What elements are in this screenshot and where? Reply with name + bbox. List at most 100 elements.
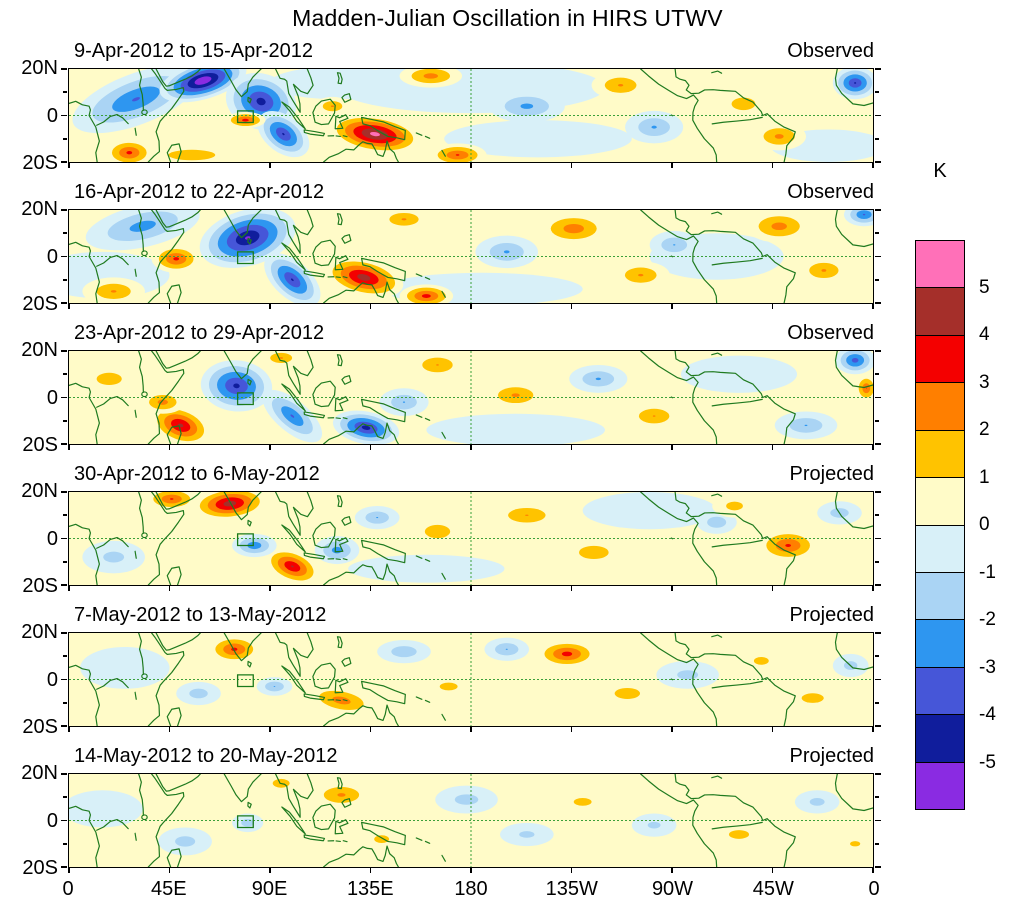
y-minor-tick-mark (63, 514, 68, 517)
y-tick-mark (61, 866, 68, 868)
map-plot (69, 69, 873, 162)
colorbar-tick-label: 4 (979, 324, 990, 345)
x-tick-label: 0 (868, 878, 880, 900)
anomaly-contour (357, 274, 371, 281)
y-tick-label: 0 (46, 386, 58, 409)
y-minor-tick-mark (874, 701, 879, 704)
x-tick-mark (872, 726, 874, 732)
anomaly-contour (865, 387, 867, 389)
anomaly-contour (256, 97, 266, 106)
anomaly-contour (505, 648, 508, 650)
y-tick-mark (61, 632, 68, 634)
y-minor-tick-mark (874, 796, 879, 799)
x-tick-mark (68, 867, 70, 873)
anomaly-contour (801, 693, 824, 703)
y-minor-tick-mark (63, 91, 68, 94)
colorbar-segment (916, 667, 964, 716)
y-minor-tick-mark (63, 701, 68, 704)
y-minor-tick-mark (874, 278, 879, 281)
anomaly-contour (282, 133, 285, 136)
anomaly-contour (731, 97, 756, 111)
x-tick-mark (671, 444, 673, 450)
x-tick-label: 45W (752, 878, 794, 900)
x-tick-mark (68, 444, 70, 450)
x-tick-mark (671, 867, 673, 873)
anomaly-contour (291, 565, 294, 568)
anomaly-contour (348, 554, 505, 583)
y-tick-mark (61, 302, 68, 304)
anomaly-contour (423, 73, 439, 79)
x-tick-mark (470, 585, 472, 591)
x-tick-mark (771, 303, 774, 309)
anomaly-contour (595, 377, 601, 381)
anomaly-contour (651, 125, 657, 129)
y-tick-mark (874, 302, 881, 304)
y-tick-mark (874, 491, 881, 493)
x-tick-mark (168, 726, 171, 732)
x-tick-mark (68, 303, 70, 309)
y-tick-mark (61, 537, 68, 540)
colorbar-tick-label: -1 (979, 561, 996, 583)
x-tick-mark (570, 303, 573, 309)
anomaly-contour (519, 831, 535, 838)
y-tick-label: 20N (21, 198, 58, 220)
anomaly-contour (376, 517, 379, 519)
anomaly-contour (771, 222, 787, 231)
y-minor-tick-mark (874, 232, 879, 235)
x-tick-mark (369, 444, 372, 450)
y-tick-mark (874, 350, 881, 352)
y-tick-mark (61, 209, 68, 211)
y-tick-label: 0 (46, 527, 58, 550)
y-tick-label: 20S (22, 152, 58, 174)
y-tick-mark (874, 396, 881, 399)
y-tick-mark (874, 819, 881, 822)
map-plot (69, 492, 873, 585)
anomaly-contour (582, 492, 717, 530)
x-tick-mark (68, 162, 70, 168)
y-tick-label: 20N (21, 621, 58, 643)
anomaly-contour (291, 278, 294, 282)
colorbar-segment (916, 715, 964, 763)
anomaly-contour (851, 357, 859, 363)
panel-source-label: Observed (787, 181, 874, 203)
anomaly-contour (233, 383, 240, 389)
map-plot (69, 774, 873, 867)
y-tick-mark (61, 350, 68, 352)
y-minor-tick-mark (63, 842, 68, 845)
anomaly-contour (96, 372, 122, 386)
anomaly-contour (426, 413, 605, 444)
anomaly-contour (707, 516, 727, 528)
colorbar-tick-label: 3 (979, 371, 990, 393)
x-tick-mark (671, 726, 673, 732)
y-tick-label: 20S (22, 716, 58, 738)
x-tick-mark (168, 585, 171, 591)
map-panel (61, 68, 881, 168)
anomaly-contour (573, 798, 592, 806)
x-tick-mark (671, 585, 673, 591)
x-tick-mark (771, 162, 774, 168)
x-tick-mark (269, 303, 271, 309)
colorbar-tick-label: 1 (979, 466, 990, 488)
y-minor-tick-mark (63, 419, 68, 422)
x-tick-mark (269, 444, 271, 450)
chart-title: Madden-Julian Oscillation in HIRS UTWV (292, 5, 723, 31)
x-tick-mark (872, 867, 874, 873)
y-tick-mark (874, 161, 881, 163)
anomaly-contour (520, 103, 534, 109)
anomaly-contour (402, 401, 406, 403)
location-marker-box (238, 816, 254, 828)
anomaly-contour (361, 425, 371, 430)
y-tick-mark (874, 678, 881, 681)
y-tick-label: 20N (21, 57, 58, 79)
y-tick-label: 20N (21, 480, 58, 502)
x-tick-mark (369, 303, 372, 309)
map-panel (61, 773, 881, 873)
x-tick-mark (470, 303, 472, 309)
x-tick-mark (570, 444, 573, 450)
anomaly-contour (273, 686, 276, 687)
x-tick-mark (771, 444, 774, 450)
x-tick-label: 135W (545, 878, 598, 900)
x-tick-mark (470, 162, 472, 168)
y-minor-tick-mark (63, 278, 68, 281)
